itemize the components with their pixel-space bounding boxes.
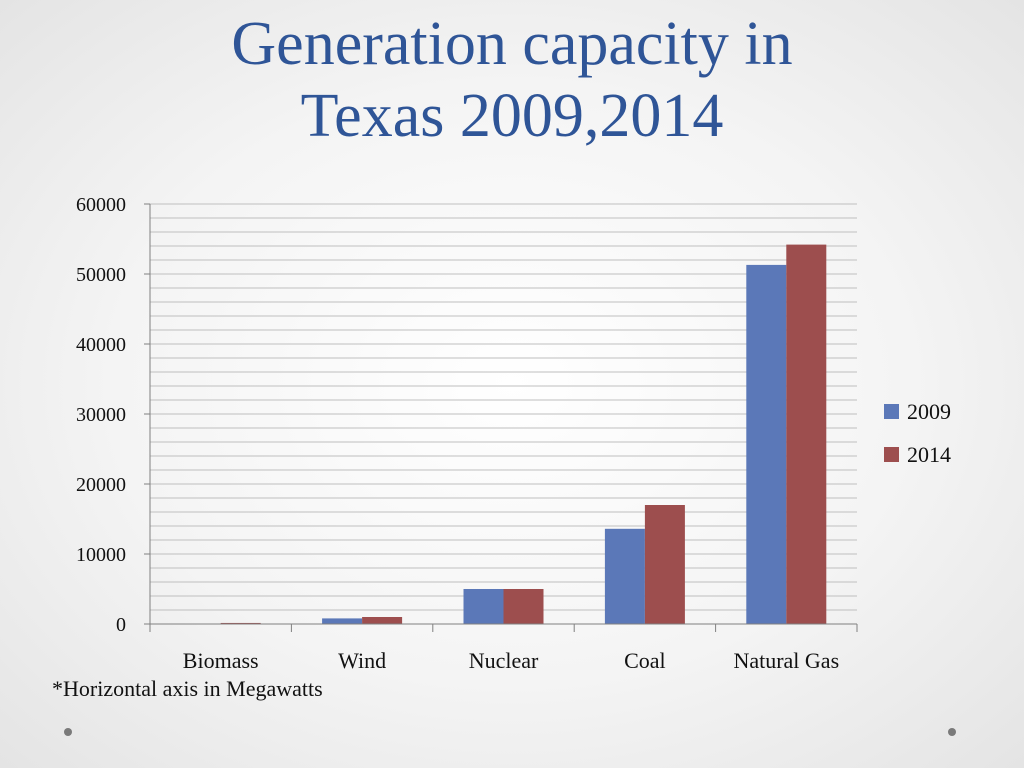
- legend: 2009 2014: [884, 399, 951, 467]
- title-line-1: Generation capacity in: [231, 10, 793, 78]
- y-tick-label: 60000: [76, 194, 126, 216]
- footnote: *Horizontal axis in Megawatts: [52, 676, 323, 701]
- bar-2014-wind: [362, 617, 403, 624]
- x-tick-label: Natural Gas: [733, 648, 839, 673]
- title-line-2: Texas 2009,2014: [300, 82, 724, 150]
- y-tick-label: 30000: [76, 404, 126, 426]
- y-tick-label: 10000: [76, 544, 126, 566]
- y-tick-label: 40000: [76, 334, 126, 356]
- bar-2009-nuclear: [463, 589, 504, 624]
- y-tick-label: 0: [116, 614, 126, 636]
- axes: [144, 203, 858, 632]
- gridlines: [150, 203, 857, 611]
- bar-2014-natural-gas: [786, 244, 827, 624]
- x-tick-labels: Biomass Wind Nuclear Coal Natural Gas: [183, 648, 839, 673]
- x-tick-label: Nuclear: [469, 648, 539, 673]
- legend-swatch-2009: [884, 404, 899, 419]
- y-tick-label: 20000: [76, 474, 126, 496]
- slide-title: Generation capacity in Texas 2009,2014: [0, 8, 1024, 152]
- bar-2014-biomass: [220, 622, 261, 624]
- legend-label-2009: 2009: [907, 399, 951, 424]
- x-tick-label: Coal: [624, 648, 666, 673]
- slide-dot-left: [64, 728, 72, 736]
- bars: [180, 244, 827, 625]
- bar-2014-coal: [644, 505, 685, 624]
- y-tick-label: 50000: [76, 264, 126, 286]
- slide-dot-right: [948, 728, 956, 736]
- x-tick-label: Wind: [338, 648, 386, 673]
- bar-2009-natural-gas: [746, 264, 787, 624]
- bar-2009-coal: [604, 528, 645, 624]
- bar-2014-nuclear: [503, 589, 544, 624]
- bar-2009-wind: [322, 618, 363, 624]
- legend-swatch-2014: [884, 447, 899, 462]
- y-tick-labels: 0 10000 20000 30000 40000 50000 60000: [76, 194, 126, 636]
- legend-label-2014: 2014: [907, 442, 951, 467]
- x-tick-label: Biomass: [183, 648, 259, 673]
